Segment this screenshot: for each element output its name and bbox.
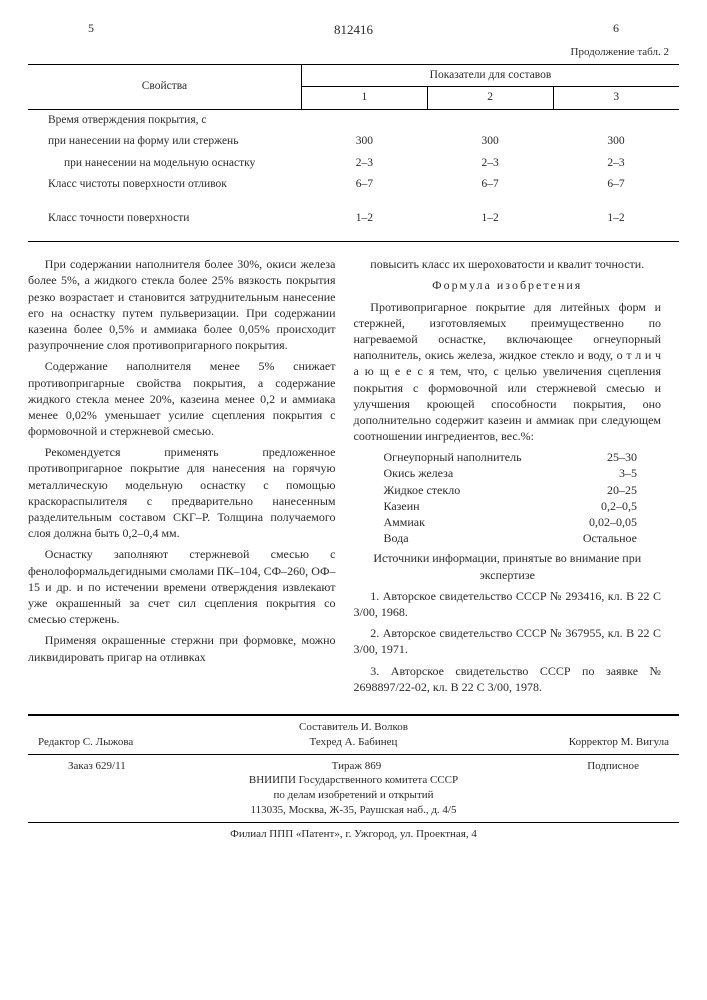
row-label: при нанесении на модельную оснастку (28, 153, 301, 175)
body-paragraph: повысить класс их шероховатости и квалит… (354, 256, 662, 272)
body-paragraph: При содержании наполнителя более 30%, ок… (28, 256, 336, 353)
th-col-2: 2 (427, 87, 553, 110)
org-line2: по делам изобретений и открытий (28, 788, 679, 803)
ingredients-list: Огнеупорный наполнитель 25–30 Окись железа… (384, 449, 662, 546)
table-continuation: Продолжение табл. 2 (28, 45, 669, 60)
filial-line: Филиал ППП «Патент», г. Ужгород, ул. Про… (28, 823, 679, 842)
left-column: При содержании наполнителя более 30%, ок… (28, 256, 336, 700)
th-indicators: Показатели для составов (301, 64, 679, 87)
cell: 1–2 (427, 208, 553, 230)
ingredient-name: Окись железа (384, 465, 454, 481)
th-col-3: 3 (553, 87, 679, 110)
org-line1: ВНИИПИ Государственного комитета СССР (28, 773, 679, 788)
imprint-block: Заказ 629/11 Тираж 869 Подписное ВНИИПИ … (28, 755, 679, 823)
corrector: Корректор М. Вигула (459, 735, 669, 750)
cell: 300 (301, 131, 427, 153)
body-paragraph: Содержание наполнителя менее 5% снижает … (28, 358, 336, 439)
th-col-1: 1 (301, 87, 427, 110)
cell (553, 109, 679, 131)
cell (427, 109, 553, 131)
cell: 300 (553, 131, 679, 153)
compiler: Составитель И. Волков (248, 720, 458, 735)
cell: 2–3 (553, 153, 679, 175)
sources-title: Источники информации, принятые во вниман… (354, 550, 662, 582)
subscription: Подписное (587, 759, 639, 774)
editorial-block: Редактор С. Лыжова Составитель И. Волков… (28, 714, 679, 755)
right-column: повысить класс их шероховатости и квалит… (354, 256, 662, 700)
cell: 1–2 (301, 208, 427, 230)
th-properties: Свойства (28, 64, 301, 109)
org-addr: 113035, Москва, Ж-35, Раушская наб., д. … (28, 803, 679, 818)
row-label: Время отверждения покрытия, с (28, 109, 301, 131)
ingredient-value: 0,02–0,05 (589, 514, 637, 530)
ingredient-name: Огнеупорный наполнитель (384, 449, 522, 465)
ingredient-value: 20–25 (607, 482, 637, 498)
properties-table: Свойства Показатели для составов 123 Вре… (28, 64, 679, 243)
ingredient-name: Аммиак (384, 514, 425, 530)
ingredient-name: Жидкое стекло (384, 482, 461, 498)
cell: 6–7 (301, 174, 427, 196)
ingredient-value: 25–30 (607, 449, 637, 465)
ingredient-value: Остальное (583, 530, 637, 546)
cell: 6–7 (553, 174, 679, 196)
ingredient-name: Вода (384, 530, 409, 546)
source-item: 2. Авторское свидетельство СССР № 367955… (354, 625, 662, 657)
source-item: 1. Авторское свидетельство СССР № 293416… (354, 588, 662, 620)
cell: 1–2 (553, 208, 679, 230)
editor: Редактор С. Лыжова (38, 735, 248, 750)
ingredient-value: 3–5 (619, 465, 637, 481)
formula-body: Противопригарное покрытие для литейных ф… (354, 299, 662, 445)
patent-number: 812416 (28, 21, 679, 39)
body-paragraph: Применяя окрашенные стержни при формовке… (28, 632, 336, 664)
ingredient-name: Казеин (384, 498, 420, 514)
formula-title: Формула изобретения (354, 277, 662, 293)
source-item: 3. Авторское свидетельство СССР по заявк… (354, 663, 662, 695)
row-label: Класс чистоты поверхности отливок (28, 174, 301, 196)
order-no: Заказ 629/11 (68, 759, 126, 774)
cell: 2–3 (301, 153, 427, 175)
cell: 300 (427, 131, 553, 153)
tirage: Тираж 869 (332, 759, 382, 774)
body-paragraph: Рекомендуется применять предложенное про… (28, 444, 336, 541)
cell (301, 109, 427, 131)
page-col-right: 6 (613, 20, 619, 36)
techred: Техред А. Бабинец (248, 735, 458, 750)
row-label: при нанесении на форму или стержень (28, 131, 301, 153)
page-col-left: 5 (88, 20, 94, 36)
cell: 2–3 (427, 153, 553, 175)
body-paragraph: Оснастку заполняют стержневой смесью с ф… (28, 546, 336, 627)
row-label: Класс точности поверхности (28, 208, 301, 230)
ingredient-value: 0,2–0,5 (601, 498, 637, 514)
cell: 6–7 (427, 174, 553, 196)
